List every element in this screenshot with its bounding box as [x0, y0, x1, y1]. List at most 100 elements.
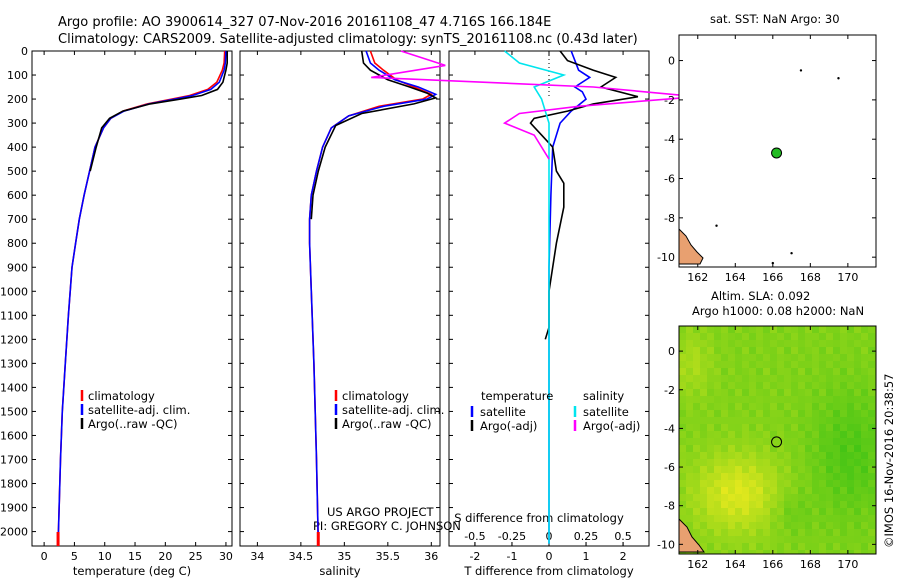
- heatmap-cell: [756, 501, 763, 508]
- difference-xtick-label: -2: [469, 550, 480, 563]
- heatmap-cell: [805, 368, 812, 375]
- salinity-diff-xtick-label: 0.25: [574, 530, 599, 543]
- heatmap-cell: [847, 326, 854, 333]
- heatmap-cell: [749, 354, 756, 361]
- heatmap-cell: [721, 410, 728, 417]
- heatmap-cell: [735, 410, 742, 417]
- salinity-xtick-label: 35: [337, 550, 351, 563]
- heatmap-cell: [693, 431, 700, 438]
- heatmap-cell: [819, 515, 826, 522]
- heatmap-cell: [805, 536, 812, 543]
- heatmap-cell: [686, 354, 693, 361]
- heatmap-cell: [679, 347, 686, 354]
- heatmap-cell: [693, 396, 700, 403]
- heatmap-cell: [777, 501, 784, 508]
- heatmap-cell: [847, 536, 854, 543]
- heatmap-cell: [700, 382, 707, 389]
- heatmap-cell: [756, 326, 763, 333]
- heatmap-cell: [805, 375, 812, 382]
- heatmap-cell: [854, 438, 861, 445]
- heatmap-cell: [700, 354, 707, 361]
- depth-tick-label: 1700: [0, 453, 28, 466]
- heatmap-cell: [826, 424, 833, 431]
- heatmap-cell: [854, 417, 861, 424]
- heatmap-cell: [812, 403, 819, 410]
- heatmap-cell: [861, 396, 868, 403]
- heatmap-cell: [861, 445, 868, 452]
- heatmap-cell: [700, 494, 707, 501]
- heatmap-cell: [679, 466, 686, 473]
- heatmap-cell: [707, 375, 714, 382]
- heatmap-cell: [798, 522, 805, 529]
- heatmap-cell: [770, 529, 777, 536]
- heatmap-cell: [868, 480, 875, 487]
- heatmap-cell: [833, 480, 840, 487]
- heatmap-cell: [700, 536, 707, 543]
- coastline-land: [678, 227, 704, 265]
- heatmap-cell: [812, 515, 819, 522]
- heatmap-cell: [700, 515, 707, 522]
- heatmap-cell: [833, 347, 840, 354]
- heatmap-cell: [812, 410, 819, 417]
- heatmap-cell: [763, 438, 770, 445]
- heatmap-cell: [763, 375, 770, 382]
- heatmap-cell: [686, 396, 693, 403]
- heatmap-cell: [763, 501, 770, 508]
- heatmap-cell: [693, 536, 700, 543]
- heatmap-cell: [791, 452, 798, 459]
- heatmap-cell: [840, 403, 847, 410]
- heatmap-cell: [840, 431, 847, 438]
- heatmap-cell: [812, 354, 819, 361]
- heatmap-cell: [714, 438, 721, 445]
- heatmap-cell: [854, 396, 861, 403]
- heatmap-cell: [777, 403, 784, 410]
- heatmap-cell: [833, 452, 840, 459]
- sla-map-ytick-label: 0: [668, 345, 675, 358]
- heatmap-cell: [812, 473, 819, 480]
- heatmap-cell: [770, 466, 777, 473]
- heatmap-cell: [770, 452, 777, 459]
- heatmap-cell: [861, 494, 868, 501]
- heatmap-cell: [833, 473, 840, 480]
- heatmap-cell: [742, 382, 749, 389]
- heatmap-cell: [791, 389, 798, 396]
- heatmap-cell: [700, 403, 707, 410]
- heatmap-cell: [707, 431, 714, 438]
- heatmap-cell: [868, 459, 875, 466]
- heatmap-cell: [714, 424, 721, 431]
- heatmap-cell: [679, 375, 686, 382]
- sla-heatmap-cells: [679, 326, 876, 554]
- sst-title: sat. SST: NaN Argo: 30: [710, 12, 840, 26]
- heatmap-cell: [791, 501, 798, 508]
- heatmap-cell: [861, 508, 868, 515]
- heatmap-cell: [686, 459, 693, 466]
- heatmap-cell: [819, 389, 826, 396]
- heatmap-cell: [756, 452, 763, 459]
- heatmap-cell: [707, 396, 714, 403]
- salinity-xtick-label: 36: [424, 550, 438, 563]
- heatmap-cell: [833, 459, 840, 466]
- heatmap-cell: [791, 375, 798, 382]
- heatmap-cell: [777, 508, 784, 515]
- heatmap-cell: [693, 347, 700, 354]
- heatmap-cell: [721, 424, 728, 431]
- depth-tick-label: 1400: [0, 381, 28, 394]
- heatmap-cell: [700, 396, 707, 403]
- heatmap-cell: [777, 333, 784, 340]
- heatmap-cell: [798, 508, 805, 515]
- heatmap-cell: [840, 382, 847, 389]
- heatmap-cell: [819, 452, 826, 459]
- heatmap-cell: [784, 375, 791, 382]
- heatmap-cell: [714, 536, 721, 543]
- heatmap-cell: [777, 354, 784, 361]
- temperature-xtick-label: 30: [219, 550, 233, 563]
- heatmap-cell: [819, 410, 826, 417]
- sla-map-ytick-label: -4: [664, 422, 675, 435]
- heatmap-cell: [812, 375, 819, 382]
- heatmap-cell: [679, 396, 686, 403]
- depth-tick-label: 400: [7, 141, 28, 154]
- heatmap-cell: [756, 459, 763, 466]
- heatmap-cell: [854, 487, 861, 494]
- heatmap-cell: [721, 487, 728, 494]
- heatmap-cell: [868, 424, 875, 431]
